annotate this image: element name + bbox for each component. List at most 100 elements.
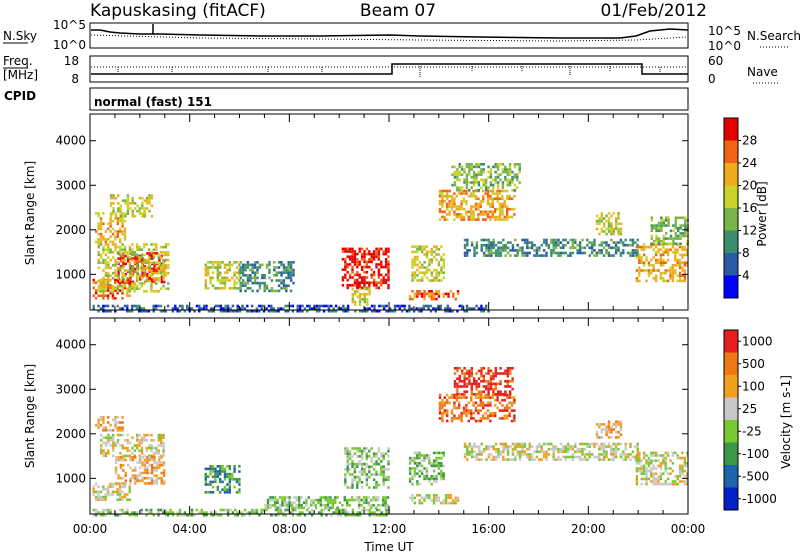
velocity-cell <box>423 454 426 457</box>
power-cell <box>221 276 224 280</box>
power-cell <box>231 287 234 290</box>
power-cell <box>241 279 245 282</box>
power-cell <box>155 252 159 255</box>
power-cell <box>438 194 442 198</box>
power-cell <box>368 260 371 264</box>
power-cell <box>155 266 158 270</box>
power-cell <box>239 276 242 280</box>
power-cell <box>354 290 357 293</box>
power-cell <box>437 304 440 308</box>
power-cell <box>516 186 519 189</box>
power-cell <box>358 298 362 301</box>
power-cell <box>109 212 113 215</box>
power-cell <box>448 210 451 214</box>
velocity-cell <box>339 508 343 512</box>
power-cell <box>126 196 130 200</box>
power-cell <box>351 284 354 287</box>
power-cell <box>135 274 139 277</box>
velocity-cell <box>511 380 514 383</box>
velocity-cell <box>148 482 151 485</box>
velocity-cell <box>511 387 514 391</box>
power-cell <box>109 286 112 290</box>
power-cell <box>241 284 245 287</box>
velocity-cell <box>319 498 322 502</box>
power-cell <box>474 207 478 211</box>
velocity-cell <box>126 449 129 452</box>
power-cell <box>640 261 643 264</box>
velocity-cell <box>94 495 98 499</box>
power-cell <box>574 241 577 244</box>
power-cell <box>506 215 509 219</box>
power-cell <box>353 273 357 277</box>
power-cell <box>126 269 129 272</box>
velocity-cell <box>385 508 388 512</box>
velocity-cell <box>564 455 567 459</box>
power-cell <box>521 254 524 257</box>
velocity-cell <box>453 385 457 388</box>
velocity-cell <box>236 511 239 514</box>
velocity-cell <box>362 501 366 504</box>
power-cell <box>460 215 463 219</box>
velocity-cell <box>477 377 481 380</box>
velocity-cell <box>178 508 182 512</box>
velocity-cell <box>157 439 160 442</box>
power-cell <box>438 202 442 206</box>
power-cell <box>126 199 130 202</box>
power-cell <box>344 260 347 264</box>
power-cell <box>251 268 254 272</box>
power-cell <box>619 251 623 255</box>
power-cell <box>423 274 426 277</box>
velocity-cell <box>117 482 120 485</box>
power-cell <box>126 309 129 313</box>
power-cell <box>167 258 170 262</box>
power-cell <box>310 307 314 310</box>
power-cell <box>669 229 673 233</box>
velocity-cell <box>193 513 196 517</box>
velocity-cell <box>683 482 687 486</box>
power-cell <box>660 221 663 225</box>
power-cell <box>97 214 100 218</box>
power-cell <box>150 269 153 272</box>
velocity-cell <box>133 444 136 447</box>
velocity-cell <box>212 513 215 517</box>
velocity-cell <box>494 414 497 418</box>
velocity-cell <box>114 418 117 422</box>
velocity-cell <box>425 472 429 475</box>
velocity-cell <box>676 475 679 478</box>
power-cell <box>681 224 685 227</box>
power-cell <box>106 297 110 300</box>
power-cell <box>145 199 149 202</box>
power-cell <box>209 276 212 280</box>
velocity-cell <box>372 473 376 476</box>
power-cell <box>159 251 163 254</box>
power-cell <box>477 163 481 166</box>
power-cell <box>516 176 519 179</box>
velocity-cell <box>223 467 227 471</box>
velocity-cell <box>506 445 510 448</box>
power-cell <box>171 307 175 310</box>
power-cell <box>126 202 130 205</box>
power-cell <box>246 279 250 282</box>
power-cell <box>116 245 120 249</box>
power-cell <box>133 215 137 218</box>
power-cell <box>638 274 641 277</box>
power-cell <box>562 238 565 242</box>
velocity-cell <box>226 465 229 468</box>
power-cell <box>491 215 494 219</box>
velocity-cell <box>281 501 284 504</box>
velocity-cell <box>408 480 412 483</box>
velocity-cell <box>384 506 387 510</box>
power-cell <box>356 263 359 266</box>
velocity-cell <box>353 478 357 481</box>
velocity-cell <box>162 454 165 458</box>
velocity-cell <box>130 511 134 514</box>
power-cell <box>360 281 364 284</box>
power-cell <box>356 286 359 290</box>
velocity-cell <box>104 452 108 455</box>
power-cell <box>128 261 132 264</box>
power-cell <box>214 266 217 269</box>
power-cell <box>346 255 349 258</box>
power-cell <box>672 242 675 246</box>
power-cell <box>145 196 149 200</box>
power-cell <box>116 266 120 270</box>
